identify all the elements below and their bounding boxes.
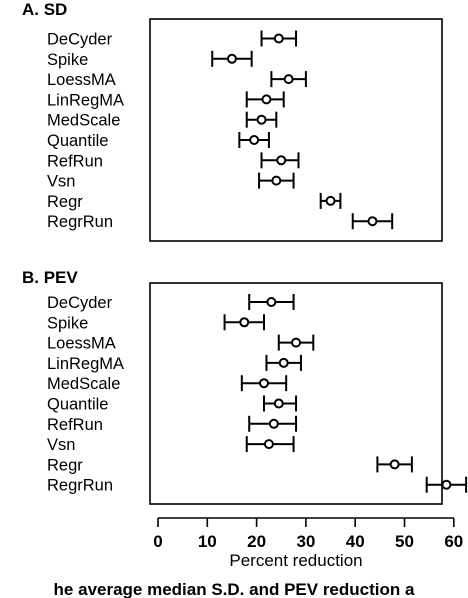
pev-estimate-point-loessma — [291, 337, 302, 348]
pev-estimate-point-linregma — [278, 357, 289, 368]
sd-estimate-point-quantile — [249, 135, 260, 145]
pev-estimate-point-quantile — [273, 398, 284, 409]
sd-label-vsn: Vsn — [47, 173, 75, 191]
sd-estimate-point-regrrun — [367, 216, 378, 227]
sd-estimate-point-decyder — [273, 33, 284, 44]
pev-label-vsn: Vsn — [47, 436, 75, 454]
pev-estimate-point-regrrun — [441, 479, 452, 490]
pev-estimate-point-vsn — [263, 439, 274, 450]
pev-label-spike: Spike — [47, 314, 88, 332]
pev-label-regrrun: RegrRun — [47, 477, 113, 495]
pev-interval-medscale — [240, 375, 288, 392]
sd-label-spike: Spike — [47, 51, 88, 69]
sd-estimate-point-regr — [325, 195, 336, 206]
x-tick-label-10: 10 — [198, 532, 217, 551]
sd-interval-vsn — [258, 172, 295, 189]
sd-interval-loessma — [270, 71, 307, 88]
sd-interval-regrrun — [351, 213, 394, 230]
sd-interval-decyder — [260, 30, 298, 47]
pev-interval-loessma — [277, 334, 315, 351]
sd-label-loessma: LoessMA — [47, 71, 116, 89]
sd-estimate-point-refrun — [276, 155, 287, 166]
pev-interval-regrrun — [425, 476, 468, 493]
pev-estimate-point-medscale — [258, 378, 269, 389]
pev-estimate-point-refrun — [268, 418, 279, 429]
pev-label-quantile: Quantile — [47, 396, 108, 414]
sd-estimate-point-linregma — [261, 94, 272, 105]
sd-label-regrrun: RegrRun — [47, 213, 113, 231]
sd-interval-quantile — [238, 132, 270, 148]
sd-label-refrun: RefRun — [47, 152, 103, 170]
x-tick-label-40: 40 — [346, 532, 365, 551]
pev-interval-refrun — [248, 415, 298, 432]
sd-plot-frame — [149, 18, 443, 242]
pev-label-refrun: RefRun — [47, 416, 103, 434]
pev-interval-quantile — [262, 395, 298, 412]
sd-interval-medscale — [245, 111, 278, 128]
pev-panel-title: B. PEV — [22, 268, 78, 287]
sd-label-regr: Regr — [47, 193, 83, 211]
x-tick-label-50: 50 — [395, 532, 414, 551]
pev-estimate-point-regr — [389, 459, 400, 470]
x-axis: 0 10 20 30 40 50 60 Percent reduction — [153, 517, 463, 570]
x-tick-label-60: 60 — [444, 532, 463, 551]
pev-interval-vsn — [245, 436, 295, 453]
pev-interval-linregma — [265, 354, 302, 371]
pev-interval-decyder — [248, 294, 295, 310]
pev-interval-regr — [376, 456, 413, 473]
panel-b-pev: B. PEV DeCyder Spike LoessMA LinRegMA MedScal… — [22, 268, 468, 505]
pev-label-regr: Regr — [47, 456, 83, 474]
sd-interval-spike — [211, 50, 253, 67]
pev-label-decyder: DeCyder — [47, 294, 113, 312]
figure-caption: he average median S.D. and PEV reduction… — [54, 580, 415, 598]
sd-interval-regr — [319, 192, 342, 209]
x-axis-title: Percent reduction — [229, 551, 362, 570]
pev-label-linregma: LinRegMA — [47, 355, 124, 373]
sd-estimate-point-vsn — [271, 175, 282, 186]
sd-interval-refrun — [260, 152, 300, 169]
x-tick-label-30: 30 — [296, 532, 315, 551]
panel-a-sd: A. SD DeCyder Spike LoessMA LinRegMA MedScale… — [22, 0, 443, 242]
sd-estimate-point-spike — [226, 53, 237, 64]
sd-interval-linregma — [245, 91, 285, 108]
pev-estimate-point-decyder — [266, 297, 277, 307]
sd-estimate-point-loessma — [283, 74, 294, 85]
sd-label-quantile: Quantile — [47, 132, 108, 150]
sd-panel-title: A. SD — [22, 0, 67, 19]
pev-label-loessma: LoessMA — [47, 335, 116, 353]
pev-estimate-point-spike — [239, 317, 250, 328]
sd-label-decyder: DeCyder — [47, 31, 113, 49]
x-tick-label-0: 0 — [153, 532, 162, 551]
sd-label-medscale: MedScale — [47, 112, 120, 130]
x-tick-label-20: 20 — [247, 532, 266, 551]
sd-estimate-point-medscale — [256, 114, 267, 125]
sd-label-linregma: LinRegMA — [47, 91, 124, 109]
pev-interval-spike — [223, 314, 265, 331]
pev-label-medscale: MedScale — [47, 375, 120, 393]
pev-plot-frame — [149, 282, 443, 505]
